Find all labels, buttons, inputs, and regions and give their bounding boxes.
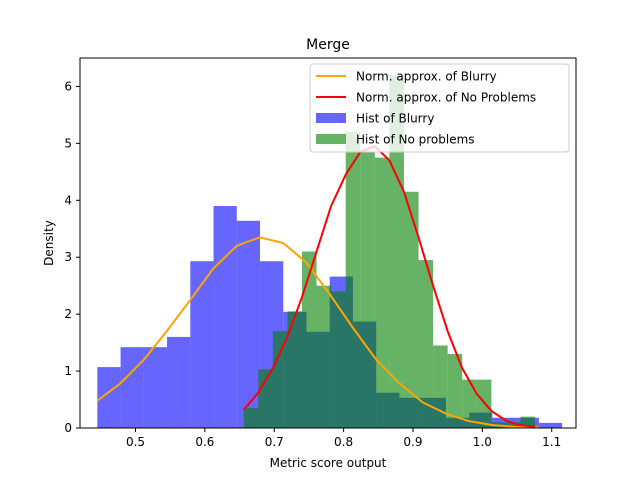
no-problems-hist-bar	[243, 408, 259, 428]
y-tick-label: 6	[64, 79, 72, 93]
legend-label: Norm. approx. of No Problems	[356, 91, 536, 105]
blurry-hist-bar	[143, 347, 168, 428]
no-problems-hist-bar	[316, 285, 332, 428]
no-problems-hist-bar	[447, 354, 463, 428]
y-tick-label: 1	[64, 364, 72, 378]
no-problems-hist-bar	[301, 251, 317, 428]
x-tick-label: 1.0	[473, 435, 492, 449]
plot-area	[96, 75, 563, 429]
legend-box	[309, 63, 570, 153]
x-tick-label: 0.9	[403, 435, 422, 449]
legend-patch-swatch	[316, 134, 346, 144]
x-tick-label: 0.6	[195, 435, 214, 449]
no-problems-hist-bar	[345, 132, 361, 428]
blurry-hist-bar	[120, 347, 144, 428]
no-problems-hist-bar	[433, 345, 448, 428]
no-problems-hist-bar	[360, 151, 375, 429]
x-axis-label: Metric score output	[270, 456, 387, 470]
x-tick-label: 1.1	[542, 435, 561, 449]
legend: Norm. approx. of Blurry Norm. approx. of …	[309, 63, 570, 153]
no-problems-hist-bar	[389, 75, 404, 428]
x-axis: 0.5 0.6 0.7 0.8 0.9 1.0 1.1	[126, 428, 561, 449]
blurry-hist-bar	[97, 367, 121, 428]
no-problems-norm-curve	[242, 145, 536, 428]
x-tick-label: 0.7	[265, 435, 284, 449]
axes-frame	[79, 57, 577, 429]
legend-label: Hist of Blurry	[356, 112, 434, 126]
blurry-hist-bar	[213, 206, 237, 428]
blurry-hist-bar	[538, 422, 563, 428]
y-tick-label: 3	[64, 250, 72, 264]
no-problems-hist-bar	[462, 379, 477, 428]
x-tick-label: 0.5	[126, 435, 145, 449]
y-axis-label: Density	[42, 220, 56, 266]
no-problems-hist-bar	[331, 291, 346, 428]
legend-label: Hist of No problems	[356, 133, 475, 147]
no-problems-hist-bar	[272, 331, 288, 428]
no-problems-hist-bar	[403, 191, 419, 428]
no-problems-hist-bar	[505, 422, 521, 428]
y-tick-label: 0	[64, 421, 72, 435]
chart-title: Merge	[306, 37, 350, 53]
blurry-hist-bar	[236, 220, 261, 428]
no-problems-hist-bar	[258, 369, 273, 428]
blurry-hist-bar	[190, 261, 214, 428]
y-tick-label: 2	[64, 307, 72, 321]
no-problems-hist-bar	[418, 260, 434, 428]
y-tick-label: 4	[64, 193, 72, 207]
no-problems-hist-bar	[374, 157, 390, 428]
no-problems-hist-bar	[520, 416, 536, 428]
blurry-norm-curve	[96, 236, 540, 429]
legend-patch-swatch	[316, 113, 346, 123]
x-tick-label: 0.8	[334, 435, 353, 449]
blurry-hist-bar	[167, 336, 191, 428]
y-tick-label: 5	[64, 136, 72, 150]
y-axis: 0 1 2 3 4 5 6	[64, 79, 80, 435]
no-problems-hist-bar	[287, 311, 302, 428]
legend-label: Norm. approx. of Blurry	[356, 70, 497, 84]
